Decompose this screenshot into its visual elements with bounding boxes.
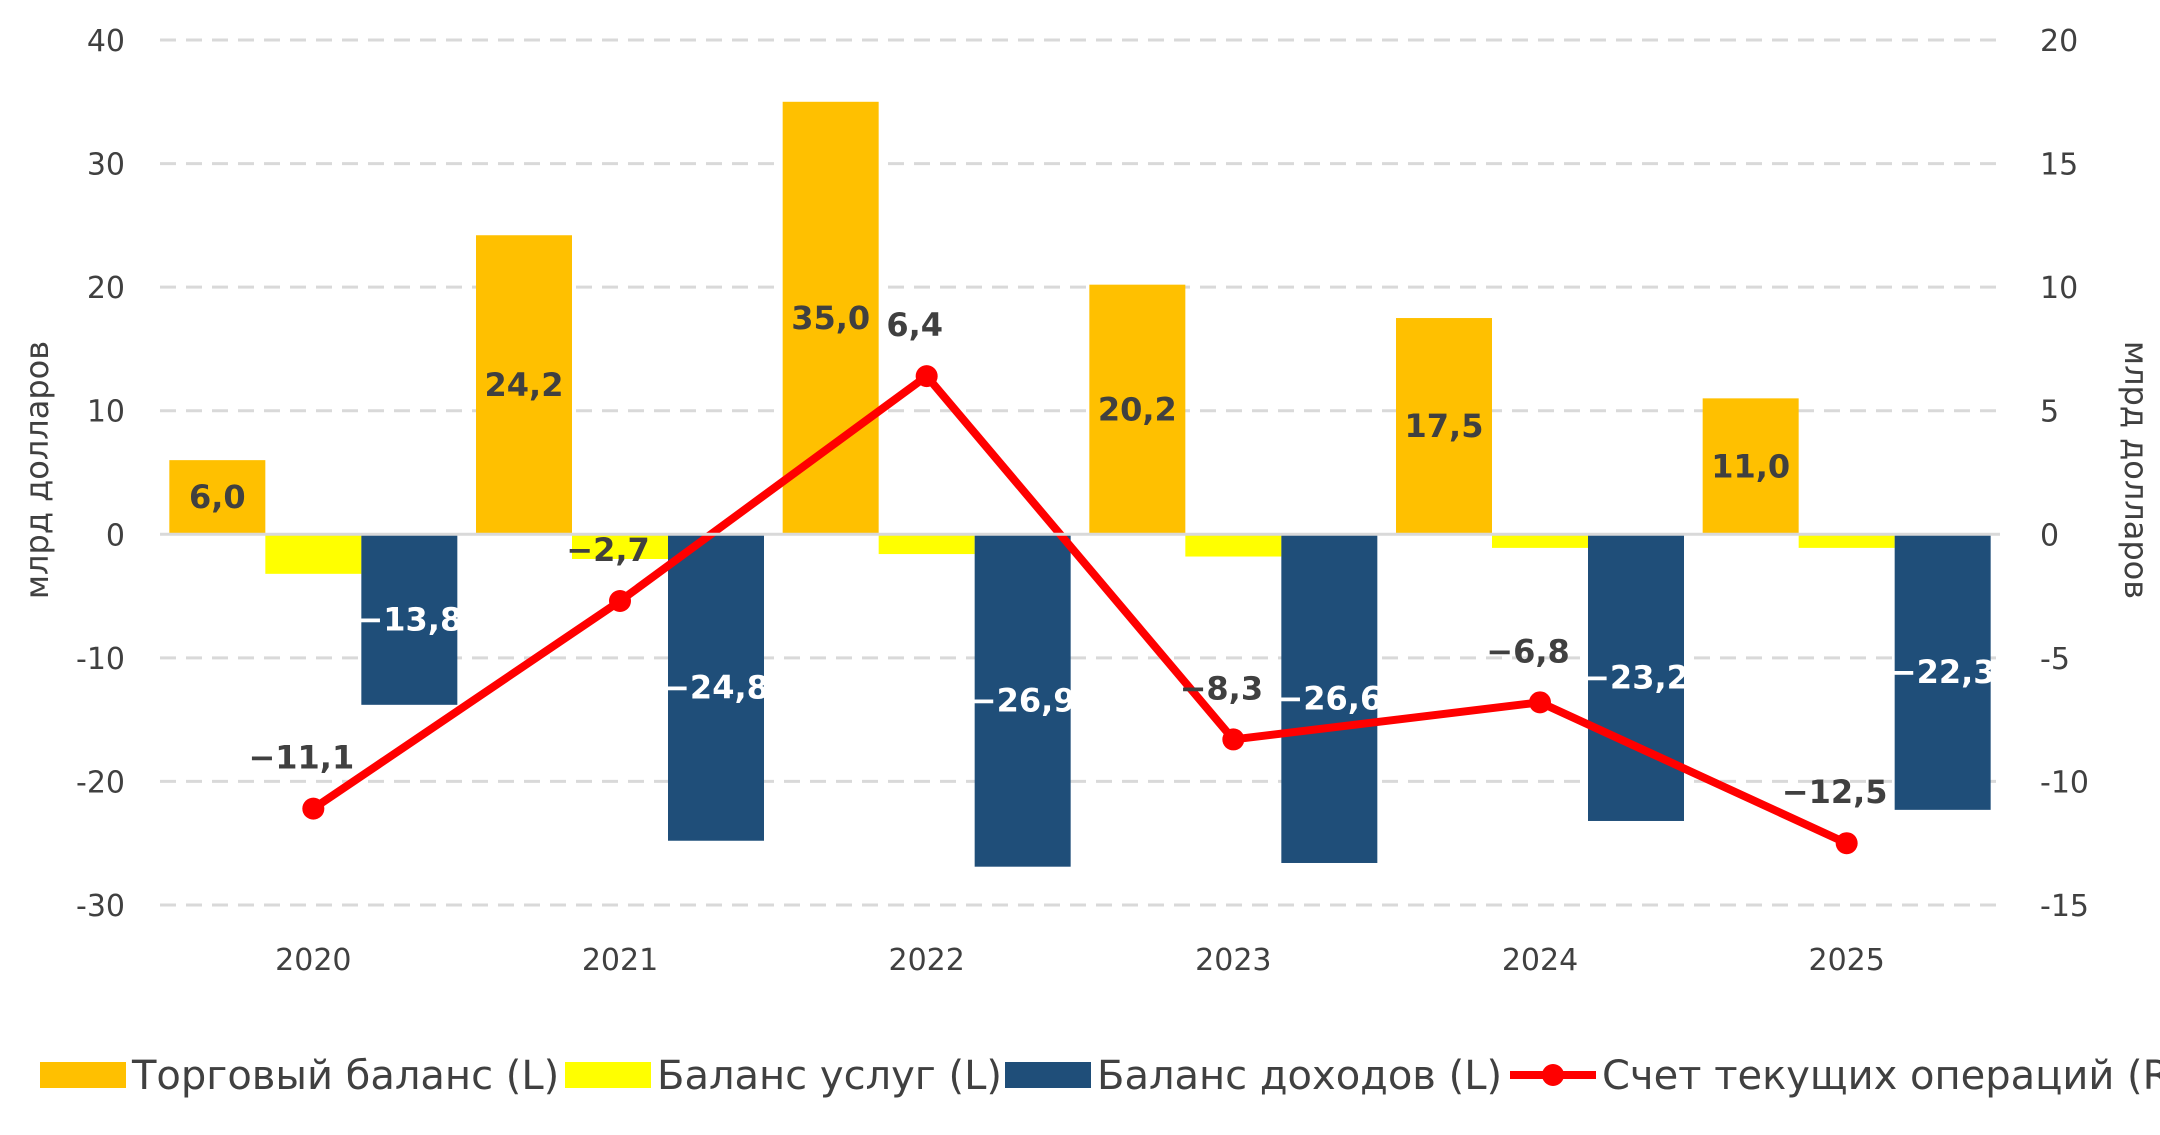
bar bbox=[1492, 534, 1588, 548]
y-tick-label-left: 0 bbox=[106, 518, 125, 553]
bars bbox=[169, 101, 1991, 867]
line-data-label: −12,5 bbox=[1782, 773, 1888, 811]
x-tick-label: 2021 bbox=[582, 943, 658, 978]
bar bbox=[1185, 534, 1282, 557]
line-point bbox=[915, 365, 938, 388]
grid bbox=[160, 38, 2000, 907]
bar-data-label: 11,0 bbox=[1711, 447, 1790, 485]
bar bbox=[1894, 534, 1991, 810]
line-point bbox=[302, 797, 325, 820]
line-data-label: −2,7 bbox=[566, 531, 650, 569]
bar bbox=[974, 534, 1071, 867]
y-tick-label-left: -20 bbox=[76, 765, 125, 800]
y-tick-label-left: 20 bbox=[87, 271, 125, 306]
line-point bbox=[1222, 728, 1245, 751]
y-axis-title-right: млрд долларов bbox=[2117, 341, 2155, 599]
bar-data-label: 20,2 bbox=[1098, 390, 1177, 428]
x-tick-label: 2023 bbox=[1195, 943, 1271, 978]
line-point bbox=[1835, 832, 1858, 855]
y-tick-label-right: -5 bbox=[2040, 642, 2070, 677]
y-tick-label-left: 30 bbox=[87, 148, 125, 183]
y-tick-label-right: 0 bbox=[2040, 518, 2059, 553]
bar bbox=[1281, 534, 1378, 863]
bar bbox=[265, 534, 362, 574]
bar-data-label: 6,0 bbox=[189, 478, 246, 516]
y-tick-label-right: -15 bbox=[2040, 889, 2089, 924]
x-tick-label: 2022 bbox=[888, 943, 964, 978]
legend-label: Баланс услуг (L) bbox=[657, 1053, 1002, 1099]
legend-label: Торговый баланс (L) bbox=[131, 1053, 559, 1099]
y-tick-label-right: 20 bbox=[2040, 24, 2078, 59]
bar bbox=[1798, 534, 1895, 548]
bar-data-label: 24,2 bbox=[485, 366, 564, 404]
legend-swatch bbox=[565, 1062, 651, 1088]
y-tick-label-right: 5 bbox=[2040, 395, 2059, 430]
y-tick-label-left: -30 bbox=[76, 889, 125, 924]
bar-data-label: 17,5 bbox=[1405, 407, 1484, 445]
bar bbox=[1396, 318, 1492, 535]
line-data-label: −6,8 bbox=[1486, 632, 1570, 670]
y-tick-label-left: -10 bbox=[76, 642, 125, 677]
legend-label: Счет текущих операций (R) bbox=[1602, 1053, 2160, 1099]
bar-data-label: −23,2 bbox=[1583, 659, 1689, 697]
bar bbox=[476, 235, 572, 535]
bar bbox=[1702, 398, 1799, 535]
legend-swatch bbox=[40, 1062, 126, 1088]
line-series bbox=[302, 365, 1858, 855]
bar-data-label: −22,3 bbox=[1890, 653, 1996, 691]
y-tick-label-left: 10 bbox=[87, 395, 125, 430]
bar bbox=[572, 534, 668, 559]
y-tick-label-left: 40 bbox=[87, 24, 125, 59]
y-axis-title-left: млрд долларов bbox=[18, 341, 56, 599]
y-tick-label-right: 10 bbox=[2040, 271, 2078, 306]
legend-swatch-marker bbox=[1542, 1064, 1564, 1086]
bar-data-label: −24,8 bbox=[663, 669, 769, 707]
legend-swatch bbox=[1005, 1062, 1091, 1088]
bar-data-label: 35,0 bbox=[791, 299, 870, 337]
line-data-label: −11,1 bbox=[248, 739, 354, 777]
line-point bbox=[1529, 691, 1551, 714]
bar bbox=[878, 534, 975, 555]
y-tick-label-right: -10 bbox=[2040, 765, 2089, 800]
line-data-label: 6,4 bbox=[886, 306, 943, 344]
legend-label: Баланс доходов (L) bbox=[1097, 1053, 1502, 1099]
bar bbox=[1089, 284, 1186, 535]
line-data-label: −8,3 bbox=[1180, 669, 1264, 707]
y-tick-label-right: 15 bbox=[2040, 148, 2078, 183]
bar-data-label: −26,6 bbox=[1276, 680, 1382, 718]
bar bbox=[782, 101, 879, 535]
bar-data-label: −13,8 bbox=[356, 601, 462, 639]
line-path bbox=[311, 372, 1849, 847]
bar bbox=[668, 534, 764, 841]
legend: Торговый баланс (L) Баланс услуг (L) Балан… bbox=[40, 1053, 2160, 1099]
bar bbox=[361, 534, 458, 705]
x-tick-label: 2025 bbox=[1808, 943, 1884, 978]
axes: 40 30 20 10 0 -10 -20 -30 20 15 10 5 0 -5 -10 -15 2020 20… bbox=[76, 24, 2089, 978]
x-tick-label: 2020 bbox=[275, 943, 351, 978]
bar-data-label: −26,9 bbox=[970, 681, 1076, 719]
bar bbox=[1588, 534, 1684, 821]
bar bbox=[169, 460, 266, 535]
x-tick-label: 2024 bbox=[1502, 943, 1578, 978]
data-labels: 6,0 24,2 35,0 20,2 17,5 11,0 −13,8 −24,8 −26,9 −2… bbox=[189, 299, 1996, 811]
line-point bbox=[609, 590, 631, 613]
